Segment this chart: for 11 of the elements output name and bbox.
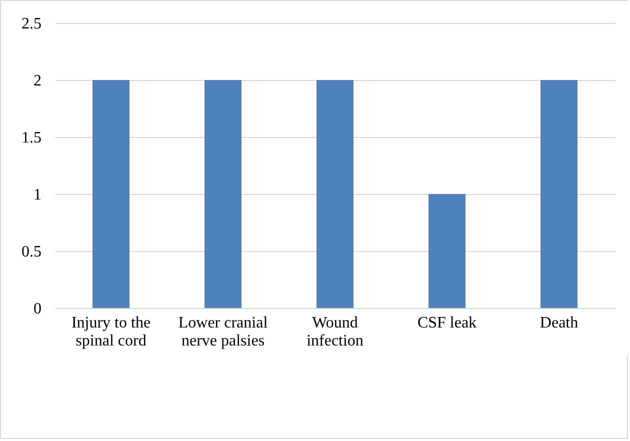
- y-tick-label: 1.5: [22, 130, 42, 146]
- x-tick-label: Lower cranial nerve palsies: [178, 314, 268, 350]
- y-tick-label: 1: [34, 186, 42, 204]
- x-tick-label: Death: [540, 314, 578, 332]
- y-tick-label: 0.5: [22, 244, 42, 260]
- x-tick-label: Wound infection: [306, 314, 364, 350]
- y-tick-label: 0: [34, 300, 42, 318]
- x-tick-label: Injury to the spinal cord: [71, 314, 151, 350]
- y-tick-label: 2: [34, 72, 42, 90]
- y-tick-label: 2.5: [22, 16, 42, 32]
- x-tick-label: CSF leak: [417, 314, 477, 332]
